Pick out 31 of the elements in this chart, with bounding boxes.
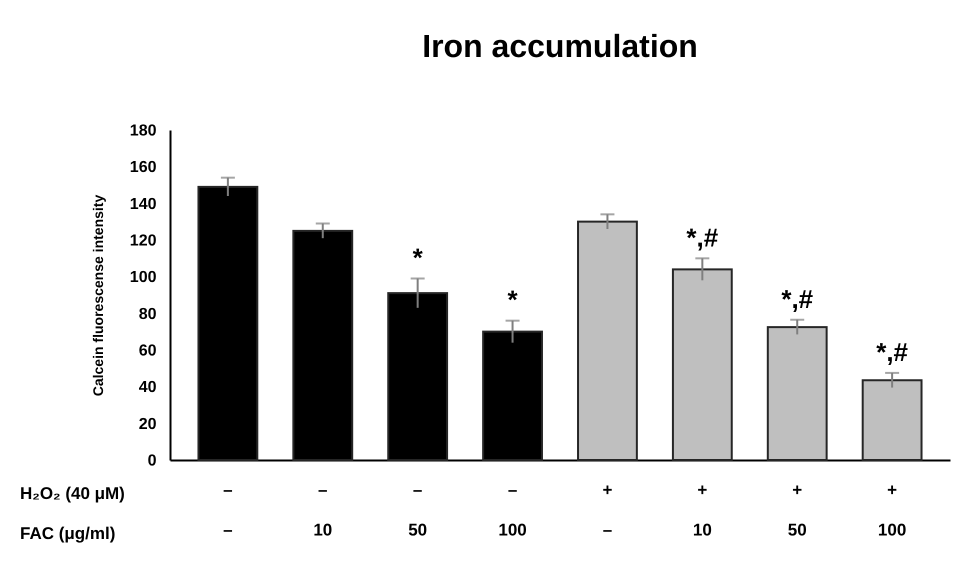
y-tick-label: 180	[130, 122, 157, 140]
annotation: *	[507, 284, 518, 315]
y-tick-label: 100	[130, 269, 157, 286]
chart-title: Iron accumulation	[422, 28, 698, 64]
annotation: *	[412, 242, 424, 272]
y-tick-label: 0	[148, 452, 157, 470]
bar	[766, 326, 828, 461]
y-tick-label: 80	[138, 306, 157, 323]
category-label: – 50	[408, 480, 428, 540]
text: FAC (μg/ml)	[20, 524, 116, 543]
y-tick-label: 140	[130, 196, 157, 213]
category-label: + 100	[878, 480, 906, 540]
bar	[672, 268, 733, 461]
y-tick-label: 60	[138, 342, 157, 360]
category-label: + 50	[788, 480, 807, 540]
y-tick-label: 120	[130, 232, 157, 250]
category-label: + 10	[692, 480, 712, 540]
category-label: + –	[602, 480, 612, 540]
bar	[577, 220, 638, 461]
y-tick-label: 40	[138, 379, 157, 396]
category-label: – 10	[313, 480, 332, 540]
category-label: – 100	[498, 480, 527, 540]
y-axis-title: Calcein fluorescense intensity	[90, 194, 106, 396]
category-label: – –	[223, 480, 233, 540]
bar	[862, 379, 923, 461]
annotation: *,#	[686, 222, 719, 252]
y-tick-label: 20	[138, 416, 157, 433]
y-tick-label: 160	[130, 159, 157, 176]
annotation: *,#	[781, 284, 814, 314]
annotation: *,#	[876, 336, 909, 367]
text: H₂O₂ (40 μM)	[20, 484, 125, 503]
